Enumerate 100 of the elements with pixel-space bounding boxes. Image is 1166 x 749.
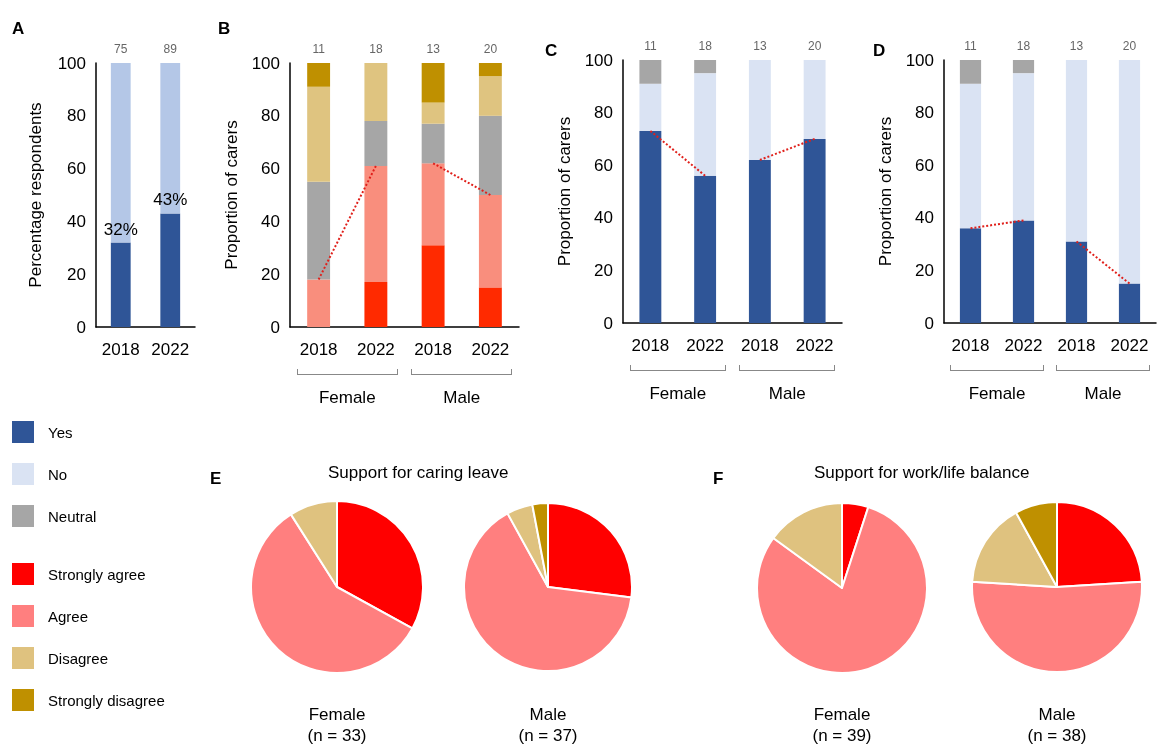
- bar: [1118, 283, 1141, 323]
- bar: [748, 159, 771, 323]
- y-tick-label: 60: [261, 159, 280, 179]
- text: 13: [753, 39, 767, 53]
- x-tick-label: 2022: [1110, 336, 1149, 355]
- x-tick-label: 2022: [1004, 336, 1043, 355]
- legend-label: Neutral: [48, 507, 97, 525]
- text: Male (n = 37): [518, 705, 578, 745]
- bar: [421, 123, 445, 164]
- x-tick-label: 2018: [414, 340, 453, 359]
- y-tick-label: 100: [905, 50, 934, 70]
- bar: [1065, 60, 1088, 242]
- bar: [1118, 60, 1141, 284]
- text: A: [12, 19, 25, 38]
- y-tick-label: 40: [67, 211, 86, 231]
- x-tick-label: 2022: [151, 340, 190, 359]
- bar: [364, 165, 388, 283]
- text: Female (n = 33): [307, 705, 367, 745]
- bar: [639, 83, 662, 132]
- text: Female: [318, 388, 376, 407]
- text: Female: [649, 384, 707, 403]
- legend-label: Disagree: [48, 649, 109, 667]
- text: 13: [1069, 39, 1084, 53]
- text: Male (n = 38): [1027, 705, 1087, 745]
- y-tick-label: 80: [261, 106, 280, 126]
- bar: [307, 86, 331, 182]
- bar: [421, 102, 445, 124]
- bar: [421, 163, 445, 246]
- y-tick-label: 40: [594, 208, 613, 228]
- bar: [478, 63, 502, 77]
- legend-label: Agree: [48, 607, 89, 625]
- legend-label: Strongly agree: [48, 565, 146, 583]
- y-tick-label: 0: [270, 317, 280, 337]
- y-axis-title: Percentage respondents: [26, 102, 45, 288]
- legend-label: No: [48, 465, 68, 483]
- text: E: [210, 469, 222, 488]
- bar: [1012, 73, 1035, 221]
- bar: [364, 282, 388, 327]
- legend-label: Yes: [48, 423, 73, 441]
- bar: [959, 60, 982, 84]
- bar: [478, 76, 502, 116]
- text: Male: [1084, 384, 1122, 403]
- bar: [478, 287, 502, 327]
- y-tick-label: 80: [915, 103, 934, 123]
- x-tick-label: 2018: [951, 336, 990, 355]
- bar: [694, 175, 717, 323]
- bar: [421, 245, 445, 327]
- text: 20: [1122, 39, 1137, 53]
- text: 11: [644, 39, 657, 53]
- bar: [421, 63, 445, 103]
- text: 11: [312, 42, 326, 56]
- text: Male: [768, 384, 806, 403]
- bar: [639, 60, 662, 84]
- x-tick-label: 2018: [299, 340, 338, 359]
- y-tick-label: 20: [594, 260, 613, 280]
- data-label: 43%: [153, 190, 188, 210]
- text: 75: [114, 42, 128, 56]
- y-axis-title: Proportion of carers: [222, 120, 241, 270]
- text: Male: [443, 388, 481, 407]
- y-tick-label: 60: [67, 159, 86, 179]
- y-tick-label: 40: [261, 211, 280, 231]
- y-tick-label: 20: [261, 264, 280, 284]
- x-tick-label: 2022: [795, 336, 834, 355]
- y-axis-title: Proportion of carers: [876, 116, 895, 267]
- x-tick-label: 2018: [101, 340, 140, 359]
- x-tick-label: 2022: [686, 336, 725, 355]
- y-tick-label: 60: [594, 155, 613, 175]
- text: 20: [483, 42, 498, 56]
- y-tick-label: 20: [67, 264, 86, 284]
- text: B: [218, 19, 231, 38]
- bar: [478, 195, 502, 288]
- text: D: [873, 41, 886, 60]
- bar: [307, 181, 331, 280]
- bar: [694, 60, 717, 74]
- bar: [478, 115, 502, 195]
- text: 18: [698, 39, 713, 53]
- y-tick-label: 80: [594, 103, 613, 123]
- bar: [748, 60, 771, 160]
- x-tick-label: 2018: [740, 336, 779, 355]
- text: Female: [968, 384, 1026, 403]
- text: 18: [1016, 39, 1031, 53]
- bar: [1065, 241, 1088, 323]
- x-tick-label: 2018: [1057, 336, 1096, 355]
- text: Female (n = 39): [812, 705, 872, 745]
- text: 18: [369, 42, 383, 56]
- text: F: [713, 469, 724, 488]
- y-tick-label: 80: [67, 106, 86, 126]
- bar: [110, 242, 131, 327]
- bar: [307, 279, 331, 327]
- bar: [1012, 220, 1035, 323]
- bar: [694, 73, 717, 176]
- text: 11: [964, 39, 978, 53]
- y-tick-label: 0: [603, 313, 613, 333]
- x-tick-label: 2018: [631, 336, 670, 355]
- text: 13: [426, 42, 441, 56]
- y-tick-label: 100: [584, 50, 613, 70]
- bar: [364, 63, 388, 122]
- legend-label: Strongly disagree: [48, 691, 165, 709]
- data-label: 32%: [103, 219, 138, 239]
- bar: [160, 213, 181, 327]
